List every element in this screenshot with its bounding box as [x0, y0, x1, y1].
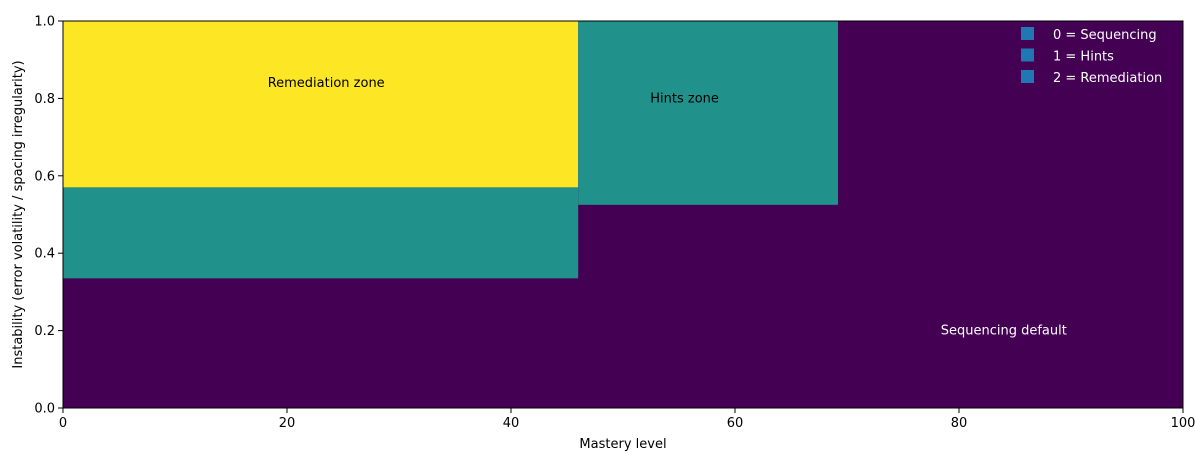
axes: 0 20 40 60 80 100 0.0 0.2 0.4 0.6 0.8 1.0 — [34, 15, 1195, 432]
x-tick-label-5: 100 — [1171, 416, 1195, 431]
x-tick-label-1: 20 — [279, 416, 296, 431]
plot-area — [63, 21, 1183, 408]
legend-entry-0: 0 = Sequencing — [1053, 28, 1157, 43]
region-0-class-2 — [63, 21, 579, 188]
x-tick-label-2: 40 — [503, 416, 520, 431]
y-axis-label: Instability (error volatility / spacing … — [11, 60, 26, 368]
x-tick-label-0: 0 — [59, 416, 67, 431]
x-axis-label: Mastery level — [579, 437, 666, 452]
region-1-class-1 — [63, 187, 579, 279]
legend: 0 = Sequencing 1 = Hints 2 = Remediation — [1021, 27, 1162, 86]
annotation-1: Hints zone — [650, 91, 719, 106]
annotations: Remediation zone Hints zone Sequencing def… — [268, 76, 1067, 339]
legend-entry-1: 1 = Hints — [1053, 50, 1114, 65]
y-tick-label-5: 1.0 — [34, 15, 55, 30]
x-tick-label-3: 60 — [727, 416, 744, 431]
legend-entry-2: 2 = Remediation — [1053, 71, 1162, 86]
annotation-0: Remediation zone — [268, 76, 385, 91]
legend-marker-0 — [1021, 27, 1034, 40]
annotation-2: Sequencing default — [941, 323, 1067, 338]
region-2-class-1 — [578, 21, 839, 205]
y-tick-label-3: 0.6 — [34, 169, 55, 184]
axes-frame — [62, 20, 1184, 409]
x-tick-label-4: 80 — [951, 416, 968, 431]
legend-marker-1 — [1021, 48, 1034, 62]
y-tick-label-2: 0.4 — [34, 247, 55, 262]
legend-marker-2 — [1021, 70, 1034, 83]
y-tick-label-0: 0.0 — [34, 402, 55, 417]
y-tick-label-1: 0.2 — [34, 324, 55, 339]
y-tick-label-4: 0.8 — [34, 92, 55, 107]
